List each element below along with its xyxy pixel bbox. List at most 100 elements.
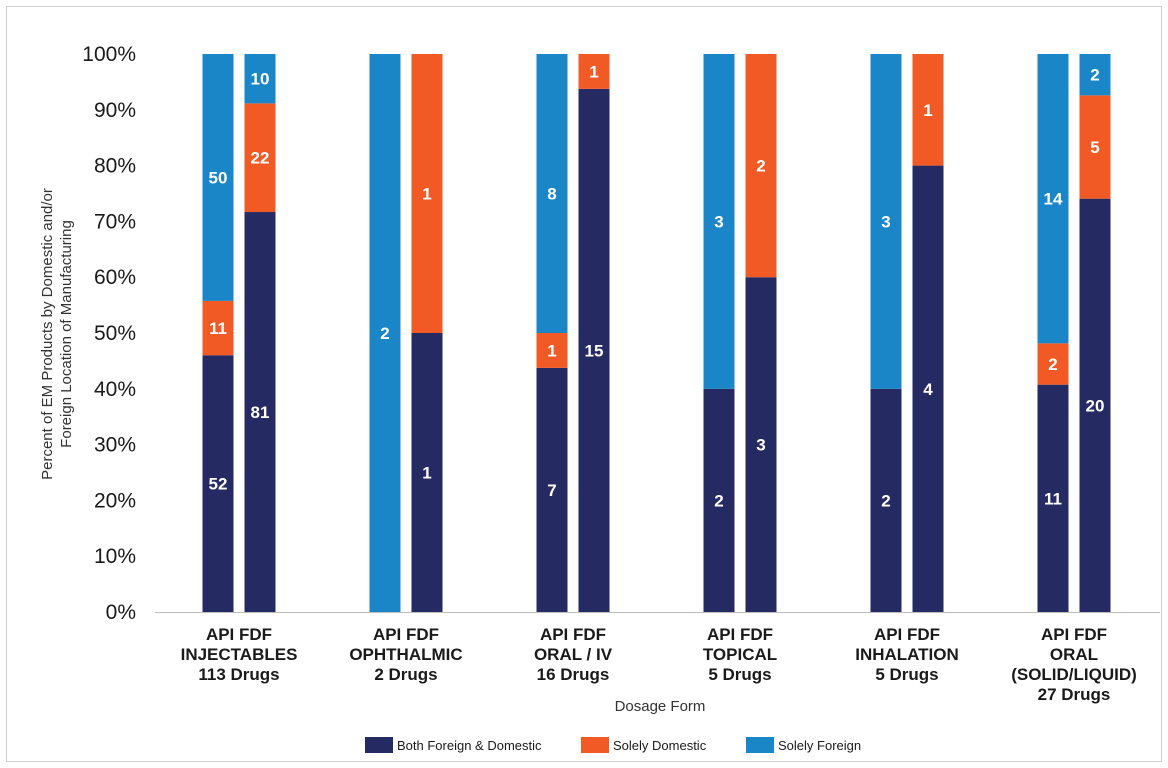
bar-segment — [1037, 54, 1069, 344]
x-tick-label: (SOLID/LIQUID) — [1011, 665, 1137, 684]
bar-segment — [745, 277, 777, 612]
y-tick-label: 100% — [82, 43, 136, 66]
x-tick-label: 2 Drugs — [374, 665, 437, 684]
data-label: 2 — [1048, 355, 1057, 374]
data-label: 1 — [547, 341, 556, 360]
bar-segment — [536, 54, 568, 333]
x-tick-label: API FDF — [1041, 625, 1107, 644]
data-label: 8 — [547, 185, 556, 204]
x-tick-label: 113 Drugs — [198, 665, 279, 684]
x-tick-label: 27 Drugs — [1038, 685, 1111, 704]
x-axis-title: Dosage Form — [615, 698, 706, 715]
y-tick-label: 50% — [94, 322, 136, 345]
data-label: 22 — [251, 149, 270, 168]
bar-segment — [1079, 54, 1111, 96]
legend-swatch — [365, 737, 393, 753]
bar-segment — [536, 367, 568, 612]
data-label: 2 — [380, 324, 389, 343]
x-tick-label: 5 Drugs — [708, 665, 771, 684]
data-label: 10 — [251, 70, 270, 89]
x-tick-label: INHALATION — [855, 645, 959, 664]
data-label: 4 — [923, 380, 933, 399]
bar-segment — [912, 165, 944, 612]
y-tick-label: 0% — [106, 601, 136, 624]
bar-segment — [244, 103, 276, 213]
bar-segment — [202, 355, 234, 612]
bar-segment — [536, 333, 568, 368]
bar-segment — [411, 333, 443, 612]
data-label: 52 — [209, 475, 228, 494]
data-label: 7 — [547, 481, 556, 500]
data-label: 5 — [1090, 138, 1099, 157]
x-tick-label: OPHTHALMIC — [349, 645, 462, 664]
y-axis-title-line: Percent of EM Products by Domestic and/o… — [39, 188, 56, 480]
data-label: 2 — [1090, 66, 1099, 85]
legend-label: Solely Domestic — [613, 738, 707, 753]
data-label: 2 — [714, 491, 723, 510]
y-tick-label: 70% — [94, 210, 136, 233]
x-tick-label: 16 Drugs — [537, 665, 610, 684]
legend: Both Foreign & Domestic Solely Domestic So… — [365, 737, 861, 753]
data-label: 15 — [585, 341, 604, 360]
chart-frame — [6, 6, 1162, 762]
y-axis-title-line: Foreign Location of Manufacturing — [58, 220, 75, 448]
bar-segment — [578, 88, 610, 612]
bar-segment — [578, 54, 610, 89]
bar-segment — [912, 54, 944, 166]
x-tick-label: TOPICAL — [703, 645, 777, 664]
legend-label: Both Foreign & Domestic — [397, 738, 542, 753]
bar-segment — [870, 388, 902, 612]
x-tick-label: API FDF — [874, 625, 940, 644]
x-tick-label: ORAL / IV — [534, 645, 613, 664]
y-tick-label: 80% — [94, 155, 136, 178]
data-label: 1 — [589, 62, 598, 81]
data-label: 81 — [251, 403, 270, 422]
y-axis-title: Percent of EM Products by Domestic and/o… — [39, 188, 75, 480]
x-tick-label: 5 Drugs — [875, 665, 938, 684]
legend-swatch — [581, 737, 609, 753]
y-tick-label: 60% — [94, 266, 136, 289]
y-tick-label: 90% — [94, 99, 136, 122]
y-axis-ticks: 0% 10% 20% 30% 40% 50% 60% 70% 80% 90% 100% — [82, 43, 136, 624]
data-label: 50 — [209, 168, 228, 187]
bar-segment — [1079, 95, 1111, 199]
bar-segment — [703, 54, 735, 389]
data-label: 14 — [1044, 190, 1063, 209]
legend-label: Solely Foreign — [778, 738, 861, 753]
data-label: 3 — [714, 212, 723, 231]
x-tick-label: API FDF — [206, 625, 272, 644]
x-tick-label: ORAL — [1050, 645, 1098, 664]
bar-segment — [703, 388, 735, 612]
data-label: 2 — [881, 491, 890, 510]
bar-segment — [369, 54, 401, 612]
x-tick-label: API FDF — [540, 625, 606, 644]
bar-segment — [202, 54, 234, 301]
y-tick-label: 30% — [94, 434, 136, 457]
data-label: 20 — [1086, 396, 1105, 415]
bar-segment — [1079, 198, 1111, 612]
data-label: 1 — [923, 101, 932, 120]
bar-segment — [244, 54, 276, 104]
x-tick-label: API FDF — [373, 625, 439, 644]
data-label: 1 — [422, 185, 431, 204]
y-tick-label: 40% — [94, 378, 136, 401]
data-label: 1 — [422, 464, 431, 483]
bar-segment — [244, 212, 276, 612]
y-tick-label: 20% — [94, 489, 136, 512]
bar-segment — [870, 54, 902, 389]
bar-segment — [745, 54, 777, 278]
data-label: 11 — [1044, 489, 1062, 508]
x-tick-label: INJECTABLES — [181, 645, 298, 664]
x-tick-label: API FDF — [707, 625, 773, 644]
bar-segment — [202, 300, 234, 356]
y-tick-label: 10% — [94, 545, 136, 568]
data-label: 11 — [209, 319, 227, 338]
bar-segment — [1037, 384, 1069, 612]
data-label: 3 — [756, 436, 765, 455]
data-label: 3 — [881, 212, 890, 231]
legend-swatch — [746, 737, 774, 753]
bar-segment — [1037, 343, 1069, 385]
